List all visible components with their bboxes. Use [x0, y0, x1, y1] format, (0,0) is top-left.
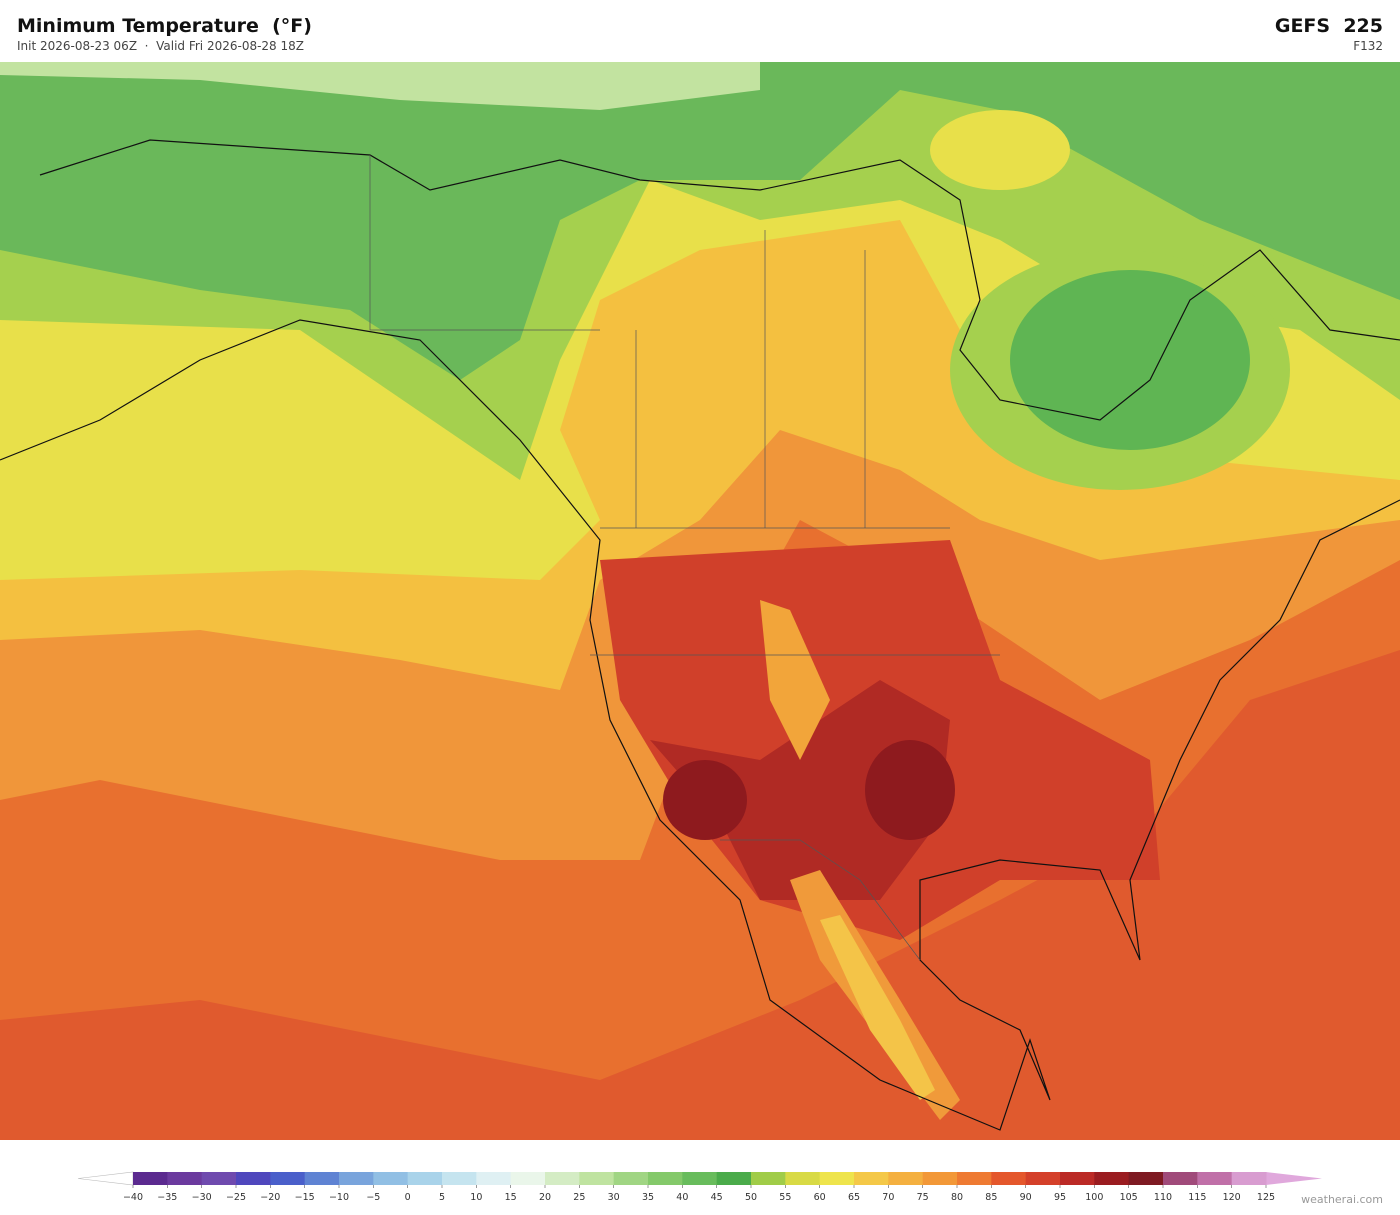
colorbar-label: −5 [366, 1192, 380, 1203]
field-patch [930, 110, 1070, 190]
colorbar-label: 90 [1020, 1192, 1032, 1203]
colorbar-label: 20 [539, 1192, 551, 1203]
colorbar-segment [442, 1172, 477, 1185]
colorbar-segment [1128, 1172, 1164, 1185]
colorbar-segment [1094, 1172, 1130, 1185]
field-patch [663, 760, 747, 840]
colorbar-segment [819, 1172, 855, 1185]
field-patch [1010, 270, 1250, 450]
colorbar-label: 100 [1085, 1192, 1103, 1203]
colorbar-segment [1231, 1172, 1267, 1185]
colorbar-segment [922, 1172, 958, 1185]
colorbar-label: 75 [917, 1192, 929, 1203]
colorbar-segment [682, 1172, 718, 1185]
coastline [39, 139, 1400, 421]
colorbar-segment [339, 1172, 374, 1185]
map-title: Minimum Temperature (°F) [17, 15, 312, 37]
colorbar-segment [476, 1172, 512, 1185]
colorbar-label: 70 [882, 1192, 894, 1203]
colorbar-segment [510, 1172, 546, 1185]
field-band [0, 62, 760, 110]
colorbar-label: −10 [329, 1192, 349, 1203]
colorbar-segment [167, 1172, 203, 1185]
colorbar-label: 40 [676, 1192, 688, 1203]
colorbar-label: 30 [608, 1192, 620, 1203]
forecast-hour: F132 [1353, 39, 1383, 53]
colorbar-label: −15 [295, 1192, 315, 1203]
field-patch [865, 740, 955, 840]
colorbar-segment [751, 1172, 786, 1185]
colorbar-segment [545, 1172, 580, 1185]
colorbar-segment [716, 1172, 752, 1185]
colorbar-label: 35 [642, 1192, 654, 1203]
colorbar-label: 120 [1223, 1192, 1241, 1203]
colorbar-segment [1163, 1172, 1198, 1185]
colorbar-label: 115 [1188, 1192, 1206, 1203]
colorbar-label: 55 [779, 1192, 791, 1203]
colorbar-label: −25 [226, 1192, 246, 1203]
map-subtitle: Init 2026-08-23 06Z · Valid Fri 2026-08-… [17, 39, 304, 53]
field-band [0, 62, 1400, 380]
field-patch [820, 915, 935, 1100]
colorbar-label: 65 [848, 1192, 860, 1203]
colorbar-segment [854, 1172, 889, 1185]
colorbar-segment [201, 1172, 237, 1185]
colorbar-segment [133, 1172, 168, 1185]
colorbar-label: 85 [985, 1192, 997, 1203]
colorbar-label: 0 [405, 1192, 411, 1203]
colorbar-segment [785, 1172, 821, 1185]
field-patch [650, 680, 950, 900]
colorbar-over [1266, 1172, 1322, 1185]
colorbar-label: 15 [505, 1192, 517, 1203]
colorbar-label: 25 [573, 1192, 585, 1203]
colorbar-label: 60 [814, 1192, 826, 1203]
colorbar-segment [236, 1172, 271, 1185]
colorbar-label: 105 [1120, 1192, 1138, 1203]
colorbar: −40 −35 −30 −25 −20 −15 −10 −5 0 5 10 15 20 25 30 35 40 4… [77, 1171, 1322, 1203]
colorbar-label: 95 [1054, 1192, 1066, 1203]
colorbar-segment [613, 1172, 649, 1185]
coastline [0, 319, 1400, 1131]
colorbar-under [77, 1171, 134, 1186]
colorbar-segment [1197, 1172, 1233, 1185]
model-label: GEFS 225 [1274, 15, 1383, 37]
colorbar-segment [579, 1172, 615, 1185]
colorbar-label: 125 [1257, 1192, 1275, 1203]
colorbar-segment [991, 1172, 1027, 1185]
field-patch [760, 600, 830, 760]
border [369, 155, 1000, 961]
colorbar-segment [407, 1172, 443, 1185]
colorbar-label: 80 [951, 1192, 963, 1203]
colorbar-segment [304, 1172, 340, 1185]
colorbar-segment [957, 1172, 992, 1185]
colorbar-label: −35 [157, 1192, 177, 1203]
colorbar-label: 50 [745, 1192, 757, 1203]
colorbar-segment [1025, 1172, 1061, 1185]
colorbar-label: −30 [192, 1192, 212, 1203]
colorbar-label: −20 [260, 1192, 280, 1203]
temperature-map [0, 62, 1400, 1140]
colorbar-segment [270, 1172, 306, 1185]
colorbar-label: 45 [711, 1192, 723, 1203]
colorbar-segment [1060, 1172, 1095, 1185]
colorbar-label: 110 [1154, 1192, 1172, 1203]
colorbar-label: 10 [470, 1192, 482, 1203]
colorbar-segment [888, 1172, 924, 1185]
colorbar-segment [373, 1172, 409, 1185]
colorbar-label: −40 [123, 1192, 143, 1203]
credit: weatherai.com [1301, 1193, 1383, 1206]
colorbar-label: 5 [439, 1192, 445, 1203]
colorbar-segment [648, 1172, 683, 1185]
